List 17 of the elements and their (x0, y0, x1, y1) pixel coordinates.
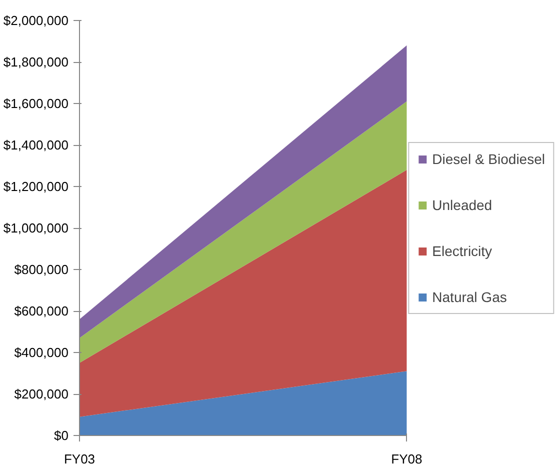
y-tick-label: $400,000 (14, 345, 69, 360)
y-tick-label: $600,000 (14, 304, 69, 318)
y-tick-label: $1,400,000 (3, 138, 69, 152)
legend-label: Electricity (432, 242, 492, 258)
y-tick-label: $200,000 (14, 386, 69, 402)
y-tick-label: $1,200,000 (3, 179, 69, 194)
legend-label: Natural Gas (432, 288, 507, 304)
y-tick-label: $1,000,000 (3, 220, 69, 236)
legend-label: Unleaded (432, 196, 492, 212)
y-tick-label: $1,600,000 (3, 96, 69, 111)
legend-label: Diesel & Biodiesel (432, 150, 545, 166)
x-tick-label: FY03 (64, 452, 96, 466)
y-tick-label: $0 (54, 428, 69, 443)
y-tick-label: $2,000,000 (3, 13, 69, 28)
y-tick-label: $1,800,000 (3, 54, 69, 70)
x-tick-label: FY08 (391, 452, 422, 466)
y-tick-label: $800,000 (14, 262, 69, 277)
